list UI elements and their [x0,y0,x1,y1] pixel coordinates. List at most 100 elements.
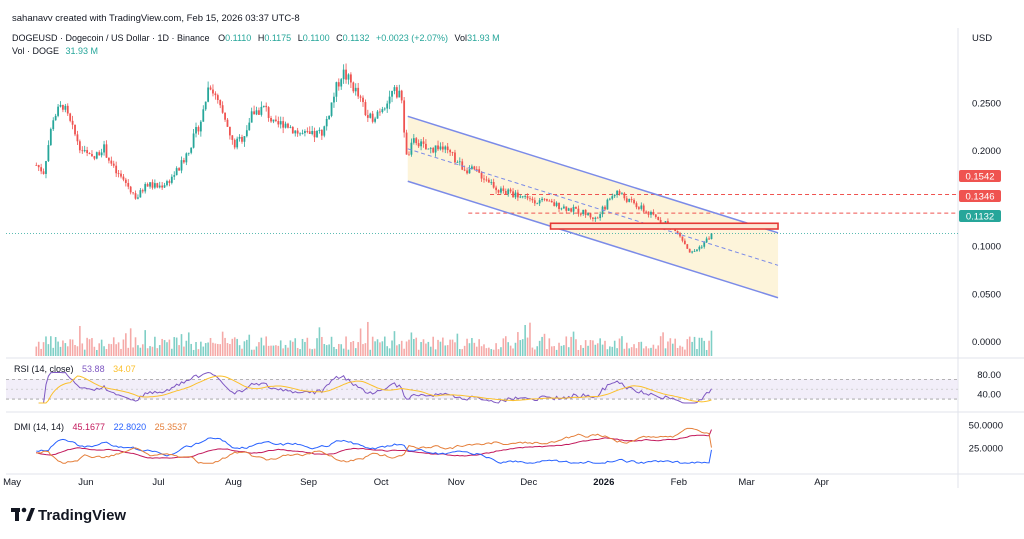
dmi-panel[interactable] [36,427,712,464]
candle-body [209,87,212,90]
volume-bar [304,341,306,356]
volume-bar [439,341,442,356]
volume-bar [340,344,343,356]
volume-bar [161,338,163,356]
candle-body [258,110,260,115]
adx-line[interactable] [36,429,712,459]
candle-body [393,87,396,91]
volume-bar [659,336,662,356]
candle-body [657,217,660,220]
volume-bar [362,344,364,356]
dmi-legend-label[interactable]: DMI (14, 14) [14,422,64,432]
candle-body [270,117,272,122]
candle-body [647,211,650,215]
candle-body [550,200,553,203]
high-value: 0.1175 [264,33,291,43]
candle-body [216,95,219,100]
brand-name: TradingView [38,507,126,524]
volume-bar [684,349,686,356]
volume-bar [594,344,597,356]
volume-bar [328,344,330,356]
currency-label[interactable]: USD [972,33,992,44]
candle-body [265,105,268,108]
channel-mid-line[interactable] [407,148,779,266]
candle-body [509,189,512,192]
volume-bar [376,339,379,356]
volume-bar [647,348,650,356]
candle-body [369,113,372,118]
rsi-ma-line[interactable] [38,375,712,404]
volume-bar [512,348,514,356]
rsi-line[interactable] [38,371,712,404]
candle-body [560,208,563,210]
candle-body [139,190,142,198]
candle-body [202,109,205,122]
candle-body [548,200,551,202]
candle-body [112,163,115,166]
volume-bar [200,341,202,356]
volume-bar [301,338,304,356]
volume-bar [139,347,142,356]
candle-body [337,82,340,87]
candle-body [521,196,524,198]
volume-bar [381,341,384,356]
candle-body [637,207,640,209]
price-label-high-bg [959,170,1001,182]
channel-fill [407,116,779,298]
channel-lines[interactable] [407,115,779,299]
candle-body [439,146,442,150]
candle-body [686,244,689,249]
channel-upper-line[interactable] [407,115,779,234]
candle-body [621,193,623,195]
rsi-panel[interactable] [6,371,958,404]
candle-body [245,130,248,137]
candle-body [199,121,202,132]
candle-body [480,172,483,179]
symbol-name[interactable]: DOGEUSD · Dogecoin / US Dollar · 1D · Bi… [12,33,210,43]
volume-bar [454,342,456,356]
channel-lower-line[interactable] [407,180,779,299]
candle-body [412,138,415,143]
candle-body [630,198,633,200]
x-tick-label: Mar [738,477,754,488]
candle-body [543,198,546,200]
candle-body [391,90,393,97]
volume-bar [158,345,161,356]
volume-bar [405,341,408,356]
volume-bar [420,341,422,356]
candle-body [483,178,485,180]
y-tick-label: 0.0500 [972,289,1001,300]
support-zone[interactable] [549,222,779,230]
x-tick-label: Sep [300,477,317,488]
volume-bar [696,349,698,356]
volume-bar [195,342,197,356]
candle-body [705,238,708,243]
volume-bar [449,339,451,356]
volume-bar [463,345,466,356]
candle-body [323,126,326,136]
volume-bar [262,345,265,356]
candle-body [166,181,168,186]
rsi-ma-value: 34.07 [113,364,136,374]
volume-bar [299,349,301,356]
di-plus-line[interactable] [36,437,712,464]
tradingview-logo[interactable]: TradingView [11,507,126,524]
candle-body [347,74,350,80]
candle-body [538,200,541,204]
volume-bar [572,331,575,356]
candle-body [562,206,565,209]
candle-body [437,145,439,150]
volume-bar [555,349,558,356]
candle-body [386,103,389,109]
candle-body [238,136,241,139]
volume-bar [616,348,618,356]
volume-bar [630,347,633,356]
rsi-legend-label[interactable]: RSI (14, close) [14,364,74,374]
di-minus-line[interactable] [36,427,712,464]
candlestick-series[interactable] [35,63,713,254]
candle-body [306,131,309,132]
candle-body [434,145,437,153]
volume-bar [69,339,71,356]
volume-bar [79,325,81,356]
